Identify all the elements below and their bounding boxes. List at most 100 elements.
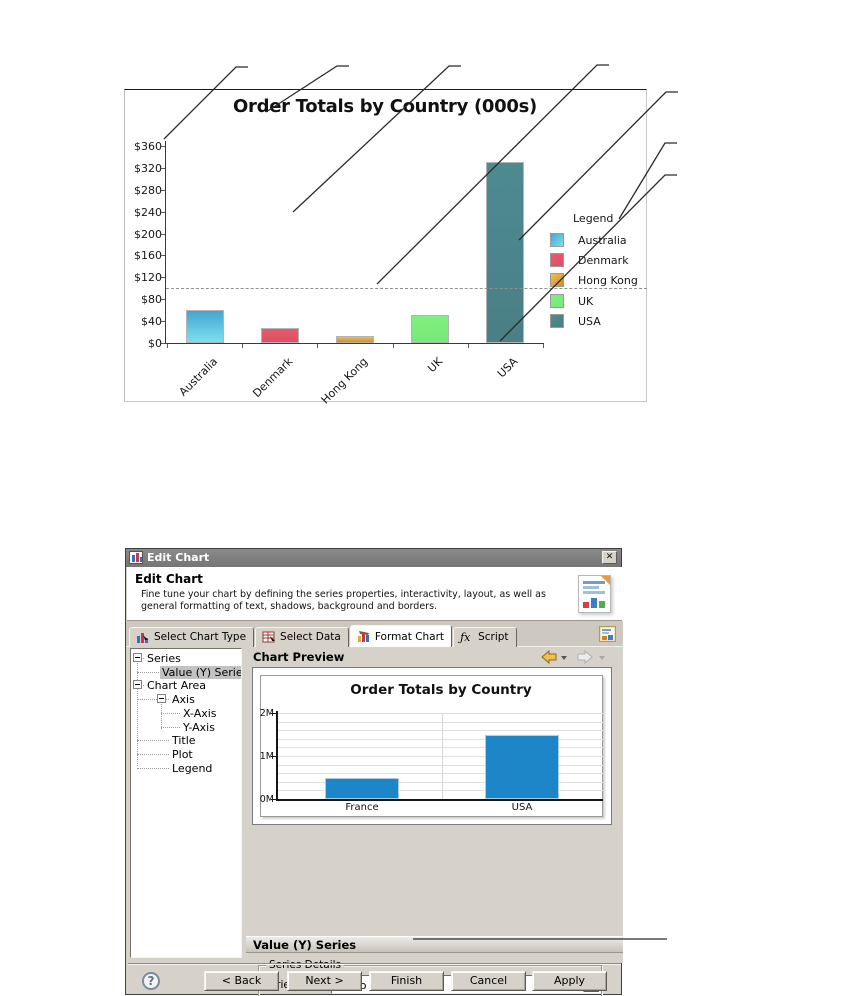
tree-item-plot[interactable]: Plot: [172, 747, 193, 761]
tab-script[interactable]: ƒx Script: [453, 627, 517, 648]
y-tick-label: $320: [134, 161, 162, 175]
tree-item-chart-area[interactable]: Chart Area: [147, 679, 207, 693]
legend-swatch-Denmark: [550, 253, 564, 268]
apply-button[interactable]: Apply: [532, 971, 607, 991]
preview-bar-USA: [485, 734, 559, 799]
bar-USA: [486, 162, 525, 343]
tab-select-data[interactable]: Select Data: [255, 627, 349, 648]
series-details-label: Series Details: [266, 959, 345, 971]
y-tick-label: $360: [134, 140, 162, 153]
tree-item-axis[interactable]: Axis: [172, 693, 195, 707]
chart-type-icon: [136, 631, 150, 644]
x-tick: [543, 344, 544, 348]
dialog-content: Series Value (Y) Series Chart Area Axis X-Ax…: [126, 647, 623, 996]
tab-label: Select Chart Type: [154, 631, 247, 643]
tree-item-legend[interactable]: Legend: [172, 761, 213, 775]
tab-label: Script: [478, 631, 509, 643]
app-chart-icon: [129, 551, 143, 564]
dialog-titlebar[interactable]: Edit Chart ✕: [126, 549, 621, 567]
tree-item-series[interactable]: Series: [147, 652, 181, 665]
tree-stub: [137, 740, 169, 742]
next-button[interactable]: Next >: [287, 971, 362, 991]
tree-item-value-y-series[interactable]: Value (Y) Series: [160, 665, 241, 679]
y-tick: [161, 211, 165, 213]
x-category-label: Hong Kong: [318, 355, 371, 407]
preview-gridline: [278, 773, 603, 775]
select-data-icon: [262, 631, 276, 644]
y-tick: [161, 146, 165, 147]
y-tick-label: $240: [134, 205, 162, 219]
report-preview-icon[interactable]: [599, 626, 616, 642]
tab-format-chart[interactable]: Format Chart: [349, 625, 453, 649]
section-header: Value (Y) Series: [246, 936, 623, 953]
x-axis-line: [165, 343, 544, 344]
tab-label: Select Data: [280, 631, 341, 643]
header-title: Edit Chart: [135, 572, 203, 586]
format-chart-icon: [357, 630, 371, 643]
back-arrow-icon[interactable]: [541, 650, 557, 664]
y-tick-label: $160: [134, 249, 162, 263]
bar-Hong Kong: [336, 336, 374, 343]
preview-gridline: [278, 747, 603, 749]
y-tick-label: $0: [148, 337, 162, 350]
preview-chart: Order Totals by Country 0M 1M 2M France USA: [260, 675, 603, 817]
preview-y-tick: [271, 756, 276, 757]
y-tick: [161, 167, 165, 169]
format-options-tree[interactable]: Series Value (Y) Series Chart Area Axis X-Ax…: [130, 648, 242, 958]
close-icon[interactable]: ✕: [602, 551, 617, 564]
y-axis-line: [165, 141, 166, 344]
preview-gridline: [278, 790, 603, 792]
tree-item-y-axis[interactable]: Y-Axis: [183, 720, 215, 734]
finish-button[interactable]: Finish: [369, 971, 444, 991]
tab-select-chart-type[interactable]: Select Chart Type: [129, 627, 255, 648]
cancel-button[interactable]: Cancel: [451, 971, 526, 991]
y-tick: [161, 321, 165, 323]
y-tick: [161, 343, 165, 344]
fx-icon: ƒx: [460, 630, 471, 644]
preview-gridline: [278, 721, 603, 723]
y-tick-label: $40: [141, 315, 162, 329]
preview-y-tick: [271, 713, 276, 714]
x-category-label: UK: [425, 355, 446, 375]
y-tick-label: $80: [141, 293, 162, 307]
preview-y-tick-label: 1M: [259, 751, 274, 762]
y-tick: [161, 277, 165, 279]
x-tick: [242, 344, 244, 348]
tree-stub: [161, 726, 180, 728]
x-category-label: Australia: [176, 355, 220, 399]
y-tick: [161, 299, 165, 301]
header-description: Fine tune your chart by defining the ser…: [141, 589, 546, 612]
x-tick: [467, 344, 469, 348]
preview-y-tick-label: 2M: [259, 708, 274, 719]
tree-guide: [137, 657, 138, 766]
preview-x-label: France: [345, 802, 379, 813]
bar-Denmark: [260, 327, 299, 343]
y-tick: [161, 233, 165, 235]
legend-swatch-Australia: [550, 233, 564, 247]
preview-gridline: [278, 756, 603, 757]
chart-figure: Order Totals by Country (000s) Legend $0…: [124, 89, 647, 406]
bar-UK: [411, 314, 450, 343]
back-button[interactable]: < Back: [204, 971, 279, 991]
marker-line: [166, 288, 647, 290]
preview-gridline: [278, 730, 603, 732]
x-tick: [392, 344, 394, 348]
tree-expander-icon[interactable]: [133, 680, 142, 690]
tree-stub: [137, 699, 169, 701]
tree-expander-icon[interactable]: [133, 653, 142, 662]
back-dropdown-caret[interactable]: [561, 656, 567, 660]
tree-item-x-axis[interactable]: X-Axis: [183, 706, 217, 720]
legend-label: Australia: [578, 234, 627, 247]
footer-separator: [128, 963, 621, 965]
legend-label: UK: [578, 294, 594, 308]
tree-expander-icon[interactable]: [157, 694, 166, 704]
x-category-label: Denmark: [250, 355, 295, 400]
legend-title: Legend: [573, 212, 614, 225]
preview-gridline: [278, 781, 603, 783]
tree-item-title[interactable]: Title: [172, 734, 196, 748]
chart-preview-label: Chart Preview: [253, 650, 345, 664]
legend-label: Denmark: [578, 254, 629, 268]
help-icon[interactable]: ?: [142, 972, 160, 990]
tab-label: Format Chart: [374, 630, 445, 643]
